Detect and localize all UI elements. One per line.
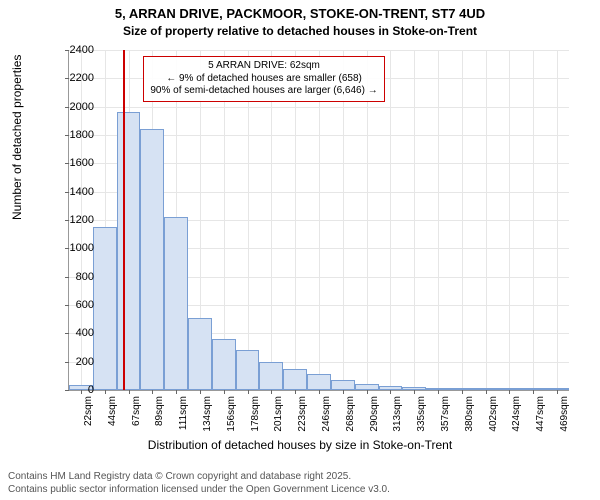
xtick-mark: [509, 390, 510, 394]
xtick-label: 223sqm: [297, 396, 308, 446]
ytick-label: 1200: [54, 214, 94, 226]
plot-area: 5 ARRAN DRIVE: 62sqm← 9% of detached hou…: [68, 50, 568, 390]
footer-line-1: Contains HM Land Registry data © Crown c…: [8, 471, 351, 482]
gridline-v: [390, 50, 391, 390]
annotation-line-3: 90% of semi-detached houses are larger (…: [150, 85, 377, 98]
gridline-v: [509, 50, 510, 390]
histogram-bar: [402, 387, 426, 390]
ytick-label: 400: [54, 327, 94, 339]
xtick-mark: [462, 390, 463, 394]
xtick-label: 201sqm: [273, 396, 284, 446]
ytick-label: 2200: [54, 72, 94, 84]
gridline-v: [486, 50, 487, 390]
histogram-bar: [545, 388, 569, 390]
ytick-label: 2400: [54, 44, 94, 56]
xtick-mark: [390, 390, 391, 394]
histogram-bar: [331, 380, 355, 390]
annotation-box: 5 ARRAN DRIVE: 62sqm← 9% of detached hou…: [143, 56, 384, 102]
ytick-label: 1400: [54, 186, 94, 198]
xtick-mark: [105, 390, 106, 394]
gridline-v: [462, 50, 463, 390]
xtick-mark: [295, 390, 296, 394]
histogram-bar: [212, 339, 236, 390]
xtick-mark: [319, 390, 320, 394]
histogram-bar: [164, 217, 188, 390]
xtick-mark: [533, 390, 534, 394]
histogram-bar: [426, 388, 450, 390]
xtick-mark: [224, 390, 225, 394]
xtick-label: 178sqm: [250, 396, 261, 446]
xtick-mark: [129, 390, 130, 394]
xtick-label: 44sqm: [107, 396, 118, 446]
xtick-mark: [248, 390, 249, 394]
ytick-label: 800: [54, 271, 94, 283]
chart-title: 5, ARRAN DRIVE, PACKMOOR, STOKE-ON-TRENT…: [0, 0, 600, 40]
xtick-label: 357sqm: [440, 396, 451, 446]
xtick-mark: [176, 390, 177, 394]
ytick-label: 1000: [54, 242, 94, 254]
ytick-label: 0: [54, 384, 94, 396]
xtick-label: 313sqm: [392, 396, 403, 446]
histogram-bar: [521, 388, 545, 390]
gridline-v: [438, 50, 439, 390]
histogram-bar: [450, 388, 474, 390]
xtick-label: 402sqm: [488, 396, 499, 446]
xtick-mark: [200, 390, 201, 394]
ytick-label: 2000: [54, 101, 94, 113]
histogram-bar: [355, 384, 379, 390]
histogram-bar: [379, 386, 403, 390]
gridline-v: [533, 50, 534, 390]
annotation-line-1: 5 ARRAN DRIVE: 62sqm: [150, 60, 377, 73]
title-line-2: Size of property relative to detached ho…: [123, 24, 477, 38]
histogram-bar: [259, 362, 283, 390]
xtick-label: 380sqm: [464, 396, 475, 446]
xtick-label: 424sqm: [511, 396, 522, 446]
xtick-mark: [367, 390, 368, 394]
marker-line: [123, 50, 125, 390]
xtick-label: 67sqm: [131, 396, 142, 446]
histogram-bar: [236, 350, 260, 390]
y-axis-label: Number of detached properties: [10, 55, 24, 220]
xtick-label: 246sqm: [321, 396, 332, 446]
xtick-label: 469sqm: [559, 396, 570, 446]
histogram-bar: [117, 112, 141, 390]
histogram-bar: [93, 227, 117, 390]
gridline-v: [557, 50, 558, 390]
xtick-mark: [414, 390, 415, 394]
xtick-label: 22sqm: [83, 396, 94, 446]
histogram-bar: [140, 129, 164, 390]
xtick-label: 447sqm: [535, 396, 546, 446]
title-line-1: 5, ARRAN DRIVE, PACKMOOR, STOKE-ON-TRENT…: [115, 6, 485, 21]
xtick-mark: [152, 390, 153, 394]
ytick-label: 1800: [54, 129, 94, 141]
plot-surface: 5 ARRAN DRIVE: 62sqm← 9% of detached hou…: [68, 50, 569, 391]
xtick-label: 290sqm: [369, 396, 380, 446]
xtick-mark: [438, 390, 439, 394]
xtick-label: 111sqm: [178, 396, 189, 446]
xtick-mark: [557, 390, 558, 394]
xtick-label: 89sqm: [154, 396, 165, 446]
xtick-mark: [486, 390, 487, 394]
histogram-bar: [307, 374, 331, 390]
xtick-mark: [343, 390, 344, 394]
histogram-bar: [283, 369, 307, 390]
histogram-bar: [498, 388, 522, 390]
ytick-label: 200: [54, 356, 94, 368]
chart-container: 5, ARRAN DRIVE, PACKMOOR, STOKE-ON-TRENT…: [0, 0, 600, 500]
xtick-label: 134sqm: [202, 396, 213, 446]
xtick-mark: [271, 390, 272, 394]
xtick-label: 156sqm: [226, 396, 237, 446]
xtick-label: 268sqm: [345, 396, 356, 446]
footer-attribution: Contains HM Land Registry data © Crown c…: [8, 471, 390, 496]
ytick-label: 1600: [54, 157, 94, 169]
gridline-v: [414, 50, 415, 390]
xtick-label: 335sqm: [416, 396, 427, 446]
annotation-line-2: ← 9% of detached houses are smaller (658…: [150, 73, 377, 86]
footer-line-2: Contains public sector information licen…: [8, 484, 390, 495]
ytick-label: 600: [54, 299, 94, 311]
histogram-bar: [474, 388, 498, 390]
histogram-bar: [188, 318, 212, 390]
